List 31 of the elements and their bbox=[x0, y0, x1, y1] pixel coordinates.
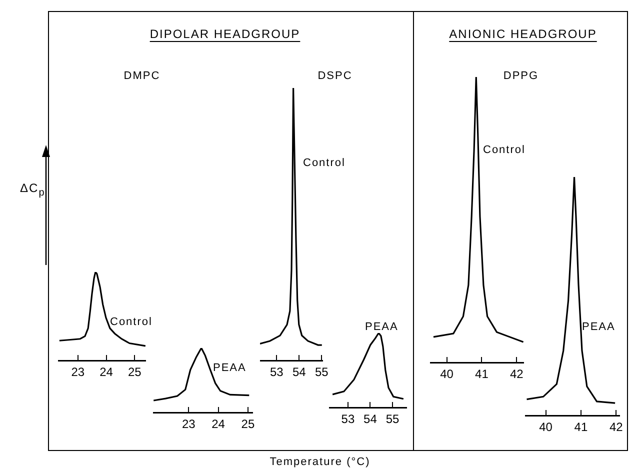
x-tick-label: 23 bbox=[182, 417, 196, 432]
x-tick-label: 41 bbox=[574, 420, 588, 434]
x-tick-label: 53 bbox=[341, 412, 355, 426]
x-tick-label: 55 bbox=[314, 364, 329, 379]
text: DIPOLAR HEADGROUP bbox=[150, 27, 300, 41]
chart-subtitle: DMPC bbox=[124, 70, 160, 82]
y-axis-title: ΔC$_{p}$ bbox=[20, 181, 46, 198]
x-tick-label: 25 bbox=[128, 364, 142, 379]
x-tick-label: 41 bbox=[475, 366, 489, 381]
chart-title: ANIONIC HEADGROUP bbox=[449, 27, 597, 41]
x-tick-label: 54 bbox=[364, 412, 378, 426]
series-label: PEAA bbox=[213, 362, 246, 374]
series-label: Control bbox=[110, 316, 152, 328]
x-tick-label: 24 bbox=[100, 364, 114, 379]
x-tick-label: 25 bbox=[241, 417, 255, 432]
x-axis-title: Temperature (°C) bbox=[270, 456, 370, 468]
x-tick-label: 42 bbox=[510, 366, 524, 381]
x-tick-label: 54 bbox=[292, 364, 306, 379]
x-tick-label: 23 bbox=[71, 364, 85, 379]
x-tick-label: 40 bbox=[539, 420, 553, 434]
series-label: PEAA bbox=[365, 321, 398, 333]
series-label: Control bbox=[303, 157, 346, 169]
x-tick-label: 24 bbox=[212, 417, 226, 432]
chart-subtitle: DPPG bbox=[503, 70, 539, 82]
chart-subtitle: DSPC bbox=[318, 70, 352, 82]
series-label: PEAA bbox=[582, 321, 616, 333]
x-tick-label: 42 bbox=[609, 420, 624, 434]
x-tick-label: 40 bbox=[440, 366, 454, 381]
x-tick-label: 55 bbox=[386, 412, 400, 426]
series-label: Control bbox=[483, 144, 526, 156]
x-tick-label: 53 bbox=[270, 364, 284, 379]
